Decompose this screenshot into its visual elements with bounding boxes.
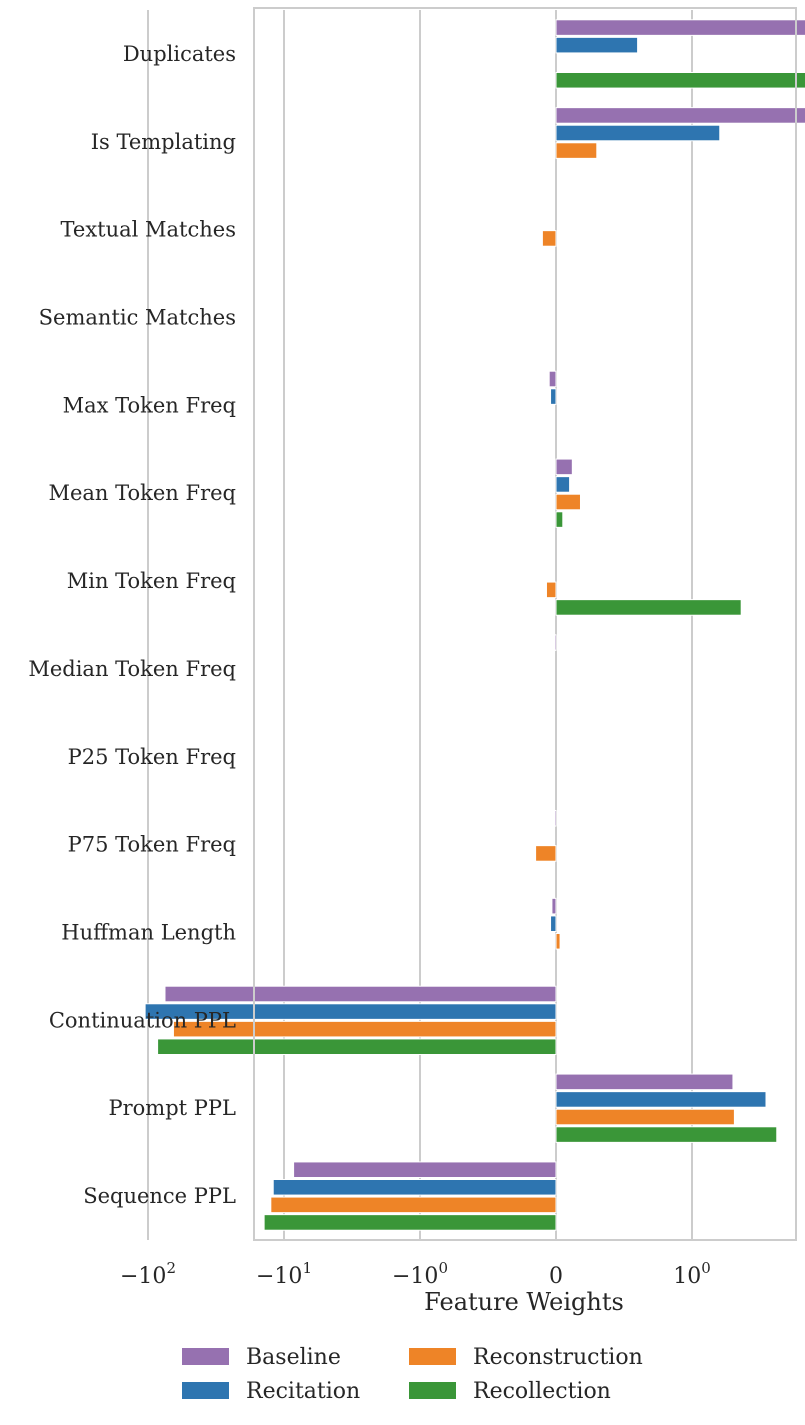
legend-label-recitation: Recitation: [246, 1379, 360, 1404]
bar-baseline-median-token-freq: [554, 634, 557, 651]
x-tick-label: −102: [120, 1259, 176, 1289]
bar-recitation-is-templating: [555, 124, 721, 142]
category-label: Min Token Freq: [67, 569, 236, 593]
bar-baseline-max-token-freq: [548, 370, 557, 388]
legend-swatch-reconstruction: [409, 1348, 456, 1365]
category-label: P25 Token Freq: [68, 745, 236, 769]
bar-baseline-continuation-ppl: [164, 985, 557, 1003]
bar-baseline-sequence-ppl: [293, 1161, 557, 1179]
bar-reconstruction-textual-matches: [541, 230, 557, 247]
x-axis-title: Feature Weights: [424, 1288, 624, 1316]
bar-reconstruction-is-templating: [555, 142, 598, 159]
x-tick-label: 100: [673, 1259, 711, 1289]
bars: [144, 19, 805, 1231]
legend-swatch-recollection: [409, 1382, 456, 1399]
bar-reconstruction-huffman-length: [555, 933, 561, 950]
bar-reconstruction-sequence-ppl: [270, 1196, 557, 1214]
bar-baseline-prompt-ppl: [555, 1073, 734, 1091]
category-label: Prompt PPL: [109, 1096, 237, 1120]
grid-lines: [147, 10, 693, 1240]
category-labels: Duplicates Is Templating Textual Matches Se…: [28, 42, 236, 1208]
bar-recitation-continuation-ppl: [144, 1003, 557, 1020]
category-label: Textual Matches: [61, 218, 236, 242]
category-label: Semantic Matches: [39, 306, 236, 330]
x-tick-labels: −102−101−1000100101: [120, 1259, 711, 1289]
legend-label-baseline: Baseline: [246, 1345, 341, 1370]
x-tick-label: −101: [256, 1259, 312, 1289]
bar-baseline-mean-token-freq: [555, 458, 573, 476]
bar-baseline-is-templating: [555, 107, 805, 124]
bar-recitation-mean-token-freq: [555, 476, 571, 493]
bar-reconstruction-mean-token-freq: [555, 493, 581, 511]
legend-label-recollection: Recollection: [473, 1379, 611, 1404]
category-label: Sequence PPL: [83, 1184, 236, 1208]
bar-recollection-duplicates: [555, 72, 805, 89]
legend: Baseline Recitation Reconstruction Recollec…: [182, 1345, 643, 1404]
plot-frame: [253, 7, 797, 1241]
bar-recollection-continuation-ppl: [157, 1038, 557, 1056]
category-label: Huffman Length: [61, 921, 236, 945]
plot-border: [253, 7, 797, 1241]
bar-baseline-p75-token-freq: [554, 810, 557, 827]
bar-reconstruction-p75-token-freq: [535, 845, 557, 862]
bar-recitation-huffman-length: [550, 915, 557, 933]
x-tick-label: 0: [549, 1264, 563, 1289]
bar-recitation-duplicates: [555, 36, 639, 54]
bar-recollection-mean-token-freq: [555, 511, 564, 528]
bar-recollection-min-token-freq: [555, 599, 742, 616]
category-label: Max Token Freq: [63, 393, 236, 417]
bar-recitation-sequence-ppl: [272, 1179, 557, 1196]
legend-swatch-recitation: [182, 1382, 229, 1399]
bar-recollection-sequence-ppl: [263, 1214, 557, 1231]
category-label: Duplicates: [123, 42, 236, 66]
legend-swatch-baseline: [182, 1348, 229, 1365]
category-label: Is Templating: [91, 130, 236, 154]
bar-reconstruction-min-token-freq: [545, 581, 557, 599]
category-label: Continuation PPL: [49, 1008, 236, 1032]
bar-recollection-prompt-ppl: [555, 1126, 778, 1143]
bar-baseline-huffman-length: [551, 897, 557, 915]
legend-label-reconstruction: Reconstruction: [473, 1345, 643, 1370]
category-label: Median Token Freq: [28, 657, 236, 681]
bar-recitation-max-token-freq: [550, 388, 557, 405]
bar-recitation-prompt-ppl: [555, 1091, 767, 1108]
bar-reconstruction-continuation-ppl: [172, 1020, 557, 1038]
bar-reconstruction-prompt-ppl: [555, 1108, 735, 1126]
bar-baseline-duplicates: [555, 19, 805, 36]
category-label: Mean Token Freq: [48, 481, 236, 505]
category-label: P75 Token Freq: [68, 833, 236, 857]
x-tick-label: −100: [392, 1259, 448, 1289]
